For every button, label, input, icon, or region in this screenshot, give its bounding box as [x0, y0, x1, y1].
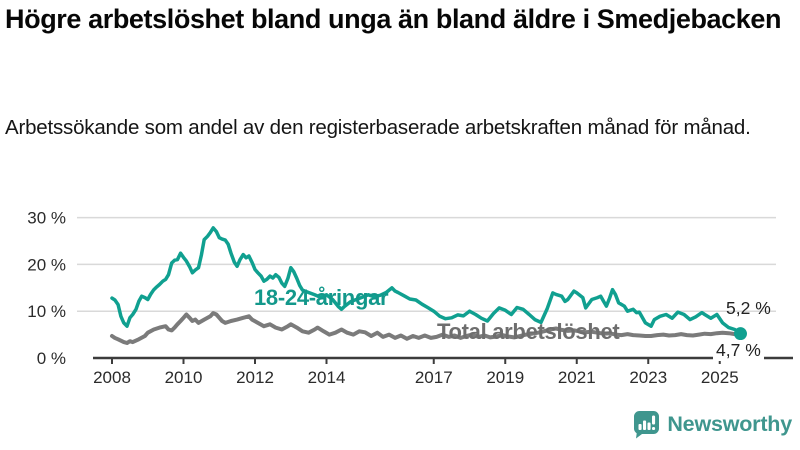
end-value-label-total: 4,7 %	[713, 340, 764, 361]
end-point-dot	[733, 327, 747, 341]
x-tick-label-2008: 2008	[93, 368, 131, 387]
y-tick-label-10: 10 %	[27, 302, 66, 321]
newsworthy-bubble-icon	[634, 411, 660, 439]
end-value-label-18-24: 5,2 %	[726, 298, 771, 318]
x-tick-label-2023: 2023	[629, 368, 667, 387]
x-tick-label-2019: 2019	[486, 368, 524, 387]
x-tick-label-2017: 2017	[415, 368, 453, 387]
chart-subtitle: Arbetssökande som andel av den registerb…	[5, 116, 751, 139]
y-tick-label-0: 0 %	[37, 349, 66, 368]
x-tick-label-2012: 2012	[236, 368, 274, 387]
x-tick-label-2014: 2014	[308, 368, 346, 387]
x-tick-label-2025: 2025	[701, 368, 739, 387]
line-series-1	[110, 311, 743, 345]
x-tick-label-2021: 2021	[558, 368, 596, 387]
series-label-18-24: 18-24-åringar	[254, 285, 389, 310]
y-tick-label-20: 20 %	[27, 255, 66, 274]
newsworthy-logo[interactable]: Newsworthy	[633, 410, 792, 439]
line-series-0	[110, 226, 743, 336]
y-tick-label-30: 30 %	[27, 209, 66, 228]
page-title: Högre arbetslöshet bland unga än bland ä…	[5, 4, 782, 34]
x-tick-label-2010: 2010	[165, 368, 203, 387]
newsworthy-wordmark: Newsworthy	[667, 412, 792, 436]
series-label-total: Total arbetslöshet	[437, 319, 620, 344]
